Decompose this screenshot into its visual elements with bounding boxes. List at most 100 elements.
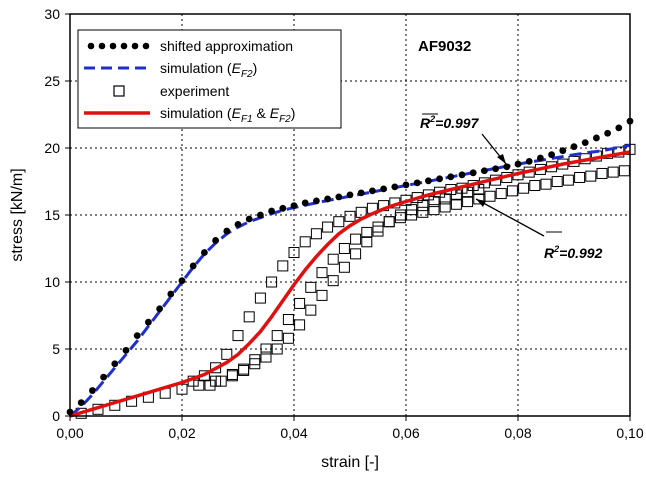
experiment-point [271,343,283,355]
shifted-approximation-point [122,346,130,354]
shifted-approximation-point [223,227,231,235]
experiment-point [607,166,619,178]
experiment-point [294,297,306,309]
shifted-approximation-point [537,154,544,162]
experiment-point [316,267,328,279]
shifted-approximation-point [89,387,96,394]
legend-label-shifted: shifted approximation [160,38,293,54]
y-axis-label: stress [kN/m] [9,168,26,261]
experiment-point [254,292,266,304]
experiment-point [243,311,255,323]
legend-label-sim-both: simulation (EF1 & EF2) [160,105,295,125]
experiment-point [428,204,440,216]
shifted-approximation-point [615,124,623,132]
shifted-approximation-point [581,139,589,147]
experiment-point [417,200,429,212]
shifted-approximation-point [335,193,343,201]
shifted-approximation-point [402,181,410,189]
svg-text:R2=0.997: R2=0.997 [420,114,480,131]
y-tick-label: 15 [44,207,60,223]
experiment-point [417,206,429,218]
experiment-point [226,370,238,382]
experiment-point [271,330,283,342]
shifted-approximation-point [481,167,488,175]
shifted-approximation-point [145,318,152,326]
shifted-approximation-point [436,175,443,183]
experiment-point [361,226,373,238]
experiment-point [462,196,474,208]
experiment-point [574,171,586,183]
simulation-ef1-ef2-line [69,150,631,418]
legend: shifted approximation simulation (EF2) e… [77,29,342,129]
experiment-point [585,170,597,182]
shifted-approximation-point [201,249,208,256]
experiment-point [372,225,384,237]
experiment-point [249,358,261,370]
experiment-point [529,180,541,192]
experiment-point [288,247,300,259]
y-tick-label: 0 [52,408,60,424]
experiment-point [294,319,306,331]
y-tick-label: 30 [44,6,60,22]
annotation-r2-lower: R2=0.992 [475,198,603,261]
y-tick-label: 25 [44,73,60,89]
experiment-point [260,343,272,355]
ticks: 0,00 0,02 0,04 0,06 0,08 0,10 0 5 10 15 20 25 30 [44,6,643,441]
shifted-approximation-point [548,151,555,159]
experiment-point [439,201,451,213]
x-tick-label: 0,00 [56,425,83,441]
legend-marker-experiment [113,85,125,97]
experiment-point [495,188,507,200]
experiment-point [473,193,485,205]
experiment-point [551,176,563,187]
shifted-approximation-point [570,143,578,151]
experiment-point [204,379,216,391]
shifted-approximation-point [324,195,331,203]
shifted-approximation-point [301,199,309,207]
shifted-approximation-point [413,179,421,187]
shifted-approximation-point [447,173,455,181]
shifted-approximation-point [100,373,107,381]
shifted-approximation-point [559,147,567,155]
experiment-point [406,204,418,216]
x-tick-label: 0,04 [280,425,307,441]
shifted-approximation-point [77,399,85,406]
x-tick-label: 0,06 [392,425,419,441]
shifted-approximation-point [357,189,365,197]
legend-label-experiment: experiment [160,83,229,99]
experiment-point [316,289,328,301]
shifted-approximation-point [133,332,141,339]
experiment-point [299,236,311,248]
experiment-point [310,228,322,240]
experiment-point [506,185,518,197]
experiment-point [193,379,205,391]
y-tick-label: 5 [52,341,60,357]
experiment-point [327,275,339,287]
experiment-point [350,233,362,245]
experiment-point [327,253,339,265]
experiment-point [305,304,317,316]
experiment-point [282,314,294,326]
shifted-approximation-point [346,191,354,199]
shifted-approximation-point [257,211,264,219]
experiment-point [322,221,334,233]
y-tick-label: 10 [44,274,60,290]
shifted-approximation-point [167,290,175,298]
experiment-point [221,348,233,360]
shifted-approximation-point [514,160,522,168]
experiment-point [394,209,406,221]
experiment-point [232,330,244,342]
experiment-point [540,178,552,190]
shifted-approximation-point [604,129,611,137]
experiment-point [338,261,350,273]
shifted-approximation-point [234,220,242,228]
y-tick-label: 20 [44,140,60,156]
shifted-approximation-point [492,165,499,173]
experiment-point [596,167,608,179]
x-axis-label: strain [-] [321,454,379,471]
shifted-approximation-point [380,185,387,193]
experiment-point [210,375,222,387]
shifted-approximation-point [391,183,399,191]
legend-label-sim-ef2: simulation (EF2) [160,60,257,80]
